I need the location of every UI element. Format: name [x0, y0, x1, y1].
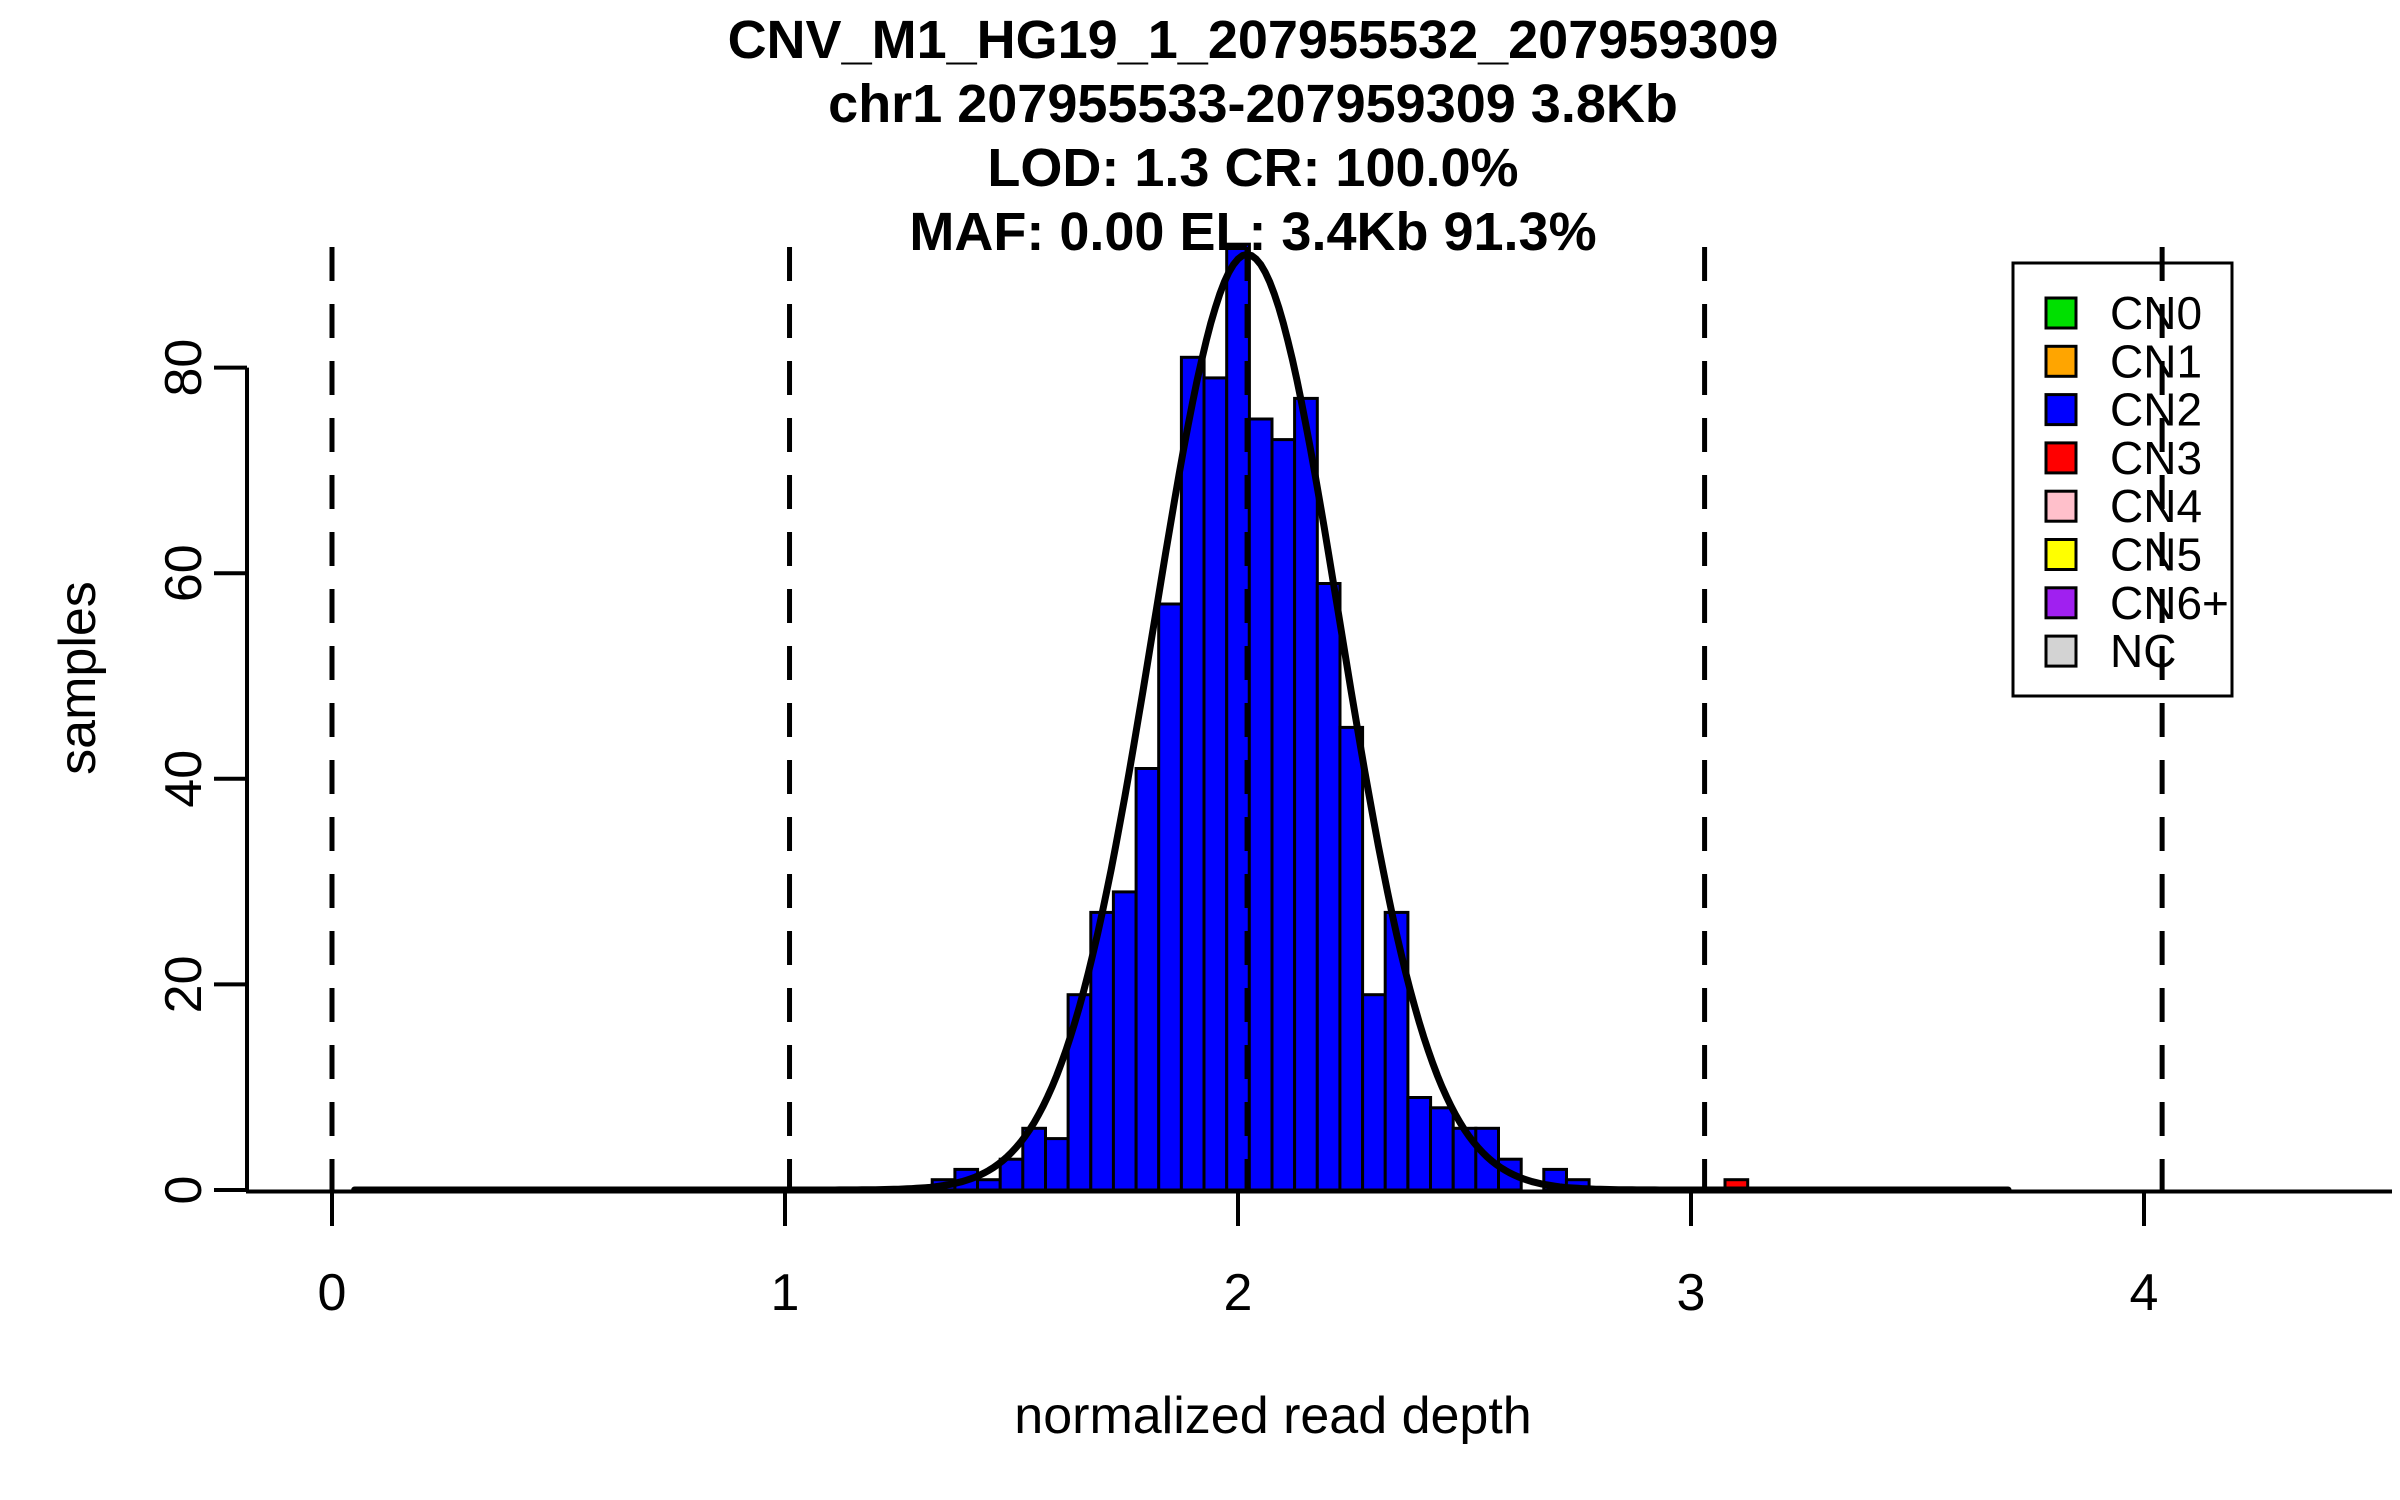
x-tick-label: 3 — [1677, 1264, 1706, 1322]
histogram-bar — [1429, 1106, 1455, 1192]
legend-swatch-cn2 — [2044, 393, 2078, 427]
y-tick-label: 20 — [155, 955, 213, 1013]
legend-label-nc: NC — [2110, 625, 2176, 677]
title-line-cnv-id: CNV_M1_HG19_1_207955532_207959309 — [727, 10, 1779, 70]
legend-swatch-cn4 — [2044, 489, 2078, 523]
legend-box — [2011, 261, 2234, 698]
histogram-bar — [976, 1178, 1002, 1192]
legend-swatch-cn0 — [2044, 296, 2078, 330]
histogram-bar — [1111, 890, 1138, 1192]
histogram-bar — [1361, 993, 1387, 1192]
y-tick-label: 40 — [155, 750, 213, 808]
legend-swatch-cn3 — [2044, 441, 2078, 475]
histogram-bar — [1270, 438, 1297, 1192]
histogram-bar — [1179, 355, 1206, 1192]
legend-swatch-cn1 — [2044, 344, 2078, 378]
x-tick-label: 0 — [318, 1264, 347, 1322]
legend-label-cn1: CN1 — [2110, 335, 2202, 387]
histogram-bar — [1247, 417, 1274, 1192]
legend-label-cn4: CN4 — [2110, 480, 2202, 532]
y-tick-label: 0 — [155, 1176, 213, 1205]
y-tick-label: 80 — [155, 339, 213, 397]
histogram-bar — [1202, 376, 1229, 1192]
x-axis-title: normalized read depth — [1014, 1387, 1532, 1445]
title-line-lod-cr: LOD: 1.3 CR: 100.0% — [987, 138, 1519, 198]
histogram-bar — [1338, 725, 1365, 1192]
x-tick-label: 1 — [771, 1264, 800, 1322]
histogram-bar — [1044, 1137, 1070, 1192]
histogram-bar — [1315, 582, 1342, 1192]
title-line-maf-el: MAF: 0.00 EL: 3.4Kb 91.3% — [909, 202, 1597, 262]
y-tick-label: 60 — [155, 544, 213, 602]
y-axis-title: samples — [49, 581, 107, 775]
legend-swatch-cn6 — [2044, 586, 2078, 620]
legend-label-cn2: CN2 — [2110, 384, 2202, 436]
legend-label-cn0: CN0 — [2110, 287, 2202, 339]
histogram-bar — [1293, 396, 1319, 1192]
x-tick-label: 4 — [2130, 1264, 2159, 1322]
legend-label-cn5: CN5 — [2110, 529, 2202, 581]
histogram-bar — [1134, 767, 1161, 1192]
legend-label-cn6: CN6+ — [2110, 577, 2229, 629]
x-tick-label: 2 — [1224, 1264, 1253, 1322]
legend-swatch-cn5 — [2044, 538, 2078, 571]
legend-swatch-nc — [2044, 634, 2078, 668]
legend-label-cn3: CN3 — [2110, 432, 2202, 484]
title-line-region: chr1 207955533-207959309 3.8Kb — [828, 74, 1678, 134]
histogram-bar — [1406, 1096, 1433, 1192]
histogram-bar — [1157, 602, 1183, 1192]
plot-title-block: CNV_M1_HG19_1_207955532_207959309 chr1 2… — [253, 8, 2253, 264]
